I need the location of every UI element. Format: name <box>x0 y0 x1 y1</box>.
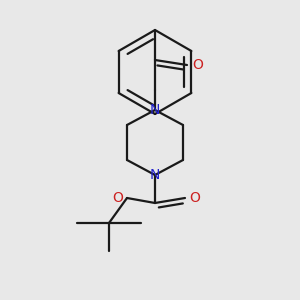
Text: N: N <box>150 103 160 117</box>
Text: O: O <box>112 191 123 205</box>
Text: N: N <box>150 168 160 182</box>
Text: O: O <box>192 58 203 72</box>
Text: O: O <box>189 191 200 205</box>
